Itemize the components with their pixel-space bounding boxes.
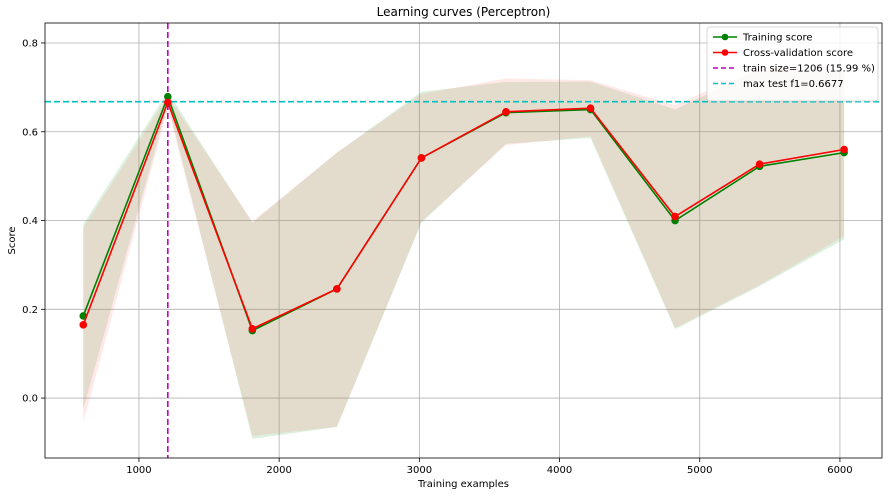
- x-axis-label: Training examples: [417, 479, 509, 490]
- x-tick-label: 3000: [407, 465, 432, 476]
- x-tick-label: 4000: [547, 465, 572, 476]
- cv-score-point: [586, 104, 595, 113]
- y-tick-label: 0.0: [22, 394, 38, 405]
- legend: Training score Cross-validation score trai…: [706, 26, 879, 102]
- std-band-training: [83, 69, 845, 439]
- plot-frame: [44, 22, 883, 459]
- cv-score-line: [82, 100, 845, 330]
- x-tick-label: 6000: [827, 465, 852, 476]
- cv-score-point: [755, 160, 764, 168]
- cv-score-point: [248, 325, 257, 333]
- cv-score-point: [164, 98, 172, 107]
- cv-score-point: [79, 321, 88, 329]
- y-tick-label: 0.4: [22, 216, 38, 227]
- legend-training-label: Training score: [742, 33, 813, 44]
- cv-score-point: [502, 107, 510, 116]
- cv-score-point: [333, 285, 341, 293]
- x-tick-label: 1000: [126, 465, 151, 476]
- legend-box: [706, 26, 879, 102]
- cv-score-point: [840, 145, 848, 154]
- x-tick-label: 5000: [687, 465, 712, 476]
- legend-train-size-label: train size=1206 (15.99 %): [743, 64, 875, 75]
- std-band-cv: [83, 67, 845, 436]
- std-bands: [83, 67, 845, 439]
- x-tick-label: 2000: [266, 465, 291, 476]
- y-tick-label: 0.2: [22, 305, 38, 316]
- axis-ticks: 1000 2000 3000 4000 5000 6000 0.0 0.2 0.4 0.6 0.8: [22, 38, 853, 476]
- legend-max-f1-label: max test f1=0.6677: [743, 79, 844, 90]
- cv-score-point: [671, 212, 679, 221]
- y-tick-label: 0.8: [22, 38, 38, 49]
- cv-score-point: [417, 154, 426, 162]
- legend-training-marker: [721, 33, 729, 41]
- series-lines: [79, 92, 848, 335]
- legend-cv-label: Cross-validation score: [743, 48, 853, 59]
- y-axis-label: Score: [7, 226, 18, 254]
- y-tick-label: 0.6: [22, 127, 38, 138]
- chart-title: Learning curves (Perceptron): [377, 5, 551, 19]
- legend-cv-marker: [721, 49, 729, 56]
